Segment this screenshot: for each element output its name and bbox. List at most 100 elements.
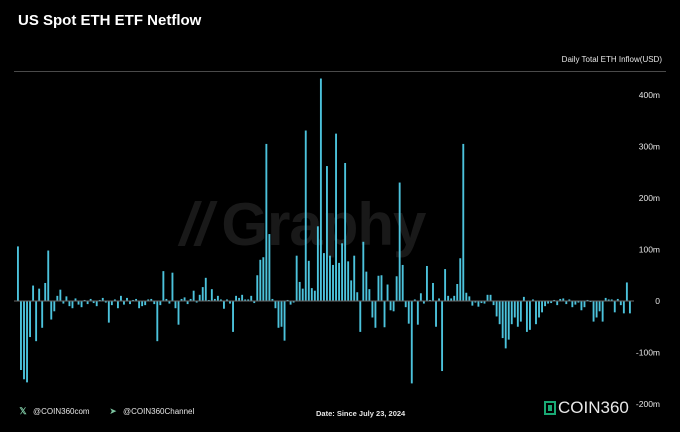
bar — [226, 299, 228, 301]
bar — [510, 301, 513, 325]
bar — [329, 255, 331, 301]
bar — [129, 301, 131, 305]
bar — [495, 301, 498, 317]
bar — [610, 299, 613, 301]
bar — [92, 301, 95, 304]
bar — [450, 298, 453, 301]
bar — [277, 301, 280, 328]
bar — [477, 301, 480, 307]
bar — [535, 301, 537, 325]
bar — [516, 301, 519, 327]
bar — [41, 301, 44, 328]
bar — [132, 299, 134, 301]
bar — [559, 298, 562, 301]
bar — [147, 299, 150, 301]
bar — [159, 301, 162, 306]
bar — [601, 301, 604, 322]
bar — [368, 289, 371, 301]
bar — [38, 288, 41, 301]
bar — [622, 301, 625, 314]
bar — [507, 301, 510, 340]
bar — [180, 298, 183, 301]
bar — [577, 301, 580, 303]
bar — [413, 299, 416, 301]
bar — [401, 264, 404, 301]
x-logo-icon: 𝕏 — [19, 406, 27, 416]
bar — [613, 301, 616, 313]
bar — [29, 301, 31, 338]
bar — [429, 299, 431, 301]
bar — [68, 301, 71, 307]
bar — [580, 301, 583, 311]
bar — [126, 297, 128, 301]
bar — [62, 301, 65, 304]
bar — [359, 301, 362, 332]
bar — [574, 301, 577, 305]
bar — [344, 162, 347, 301]
bar — [216, 295, 219, 301]
bar — [192, 290, 195, 301]
bar — [298, 281, 301, 301]
bar — [392, 301, 395, 312]
bar — [380, 275, 383, 301]
bar — [447, 295, 450, 301]
bar — [504, 301, 507, 349]
bar — [395, 276, 398, 301]
bar — [562, 298, 565, 301]
bar — [462, 143, 465, 301]
bar — [223, 301, 225, 309]
bar — [371, 301, 374, 318]
bar — [20, 301, 22, 371]
bar — [141, 301, 144, 307]
bar — [432, 282, 434, 301]
telegram-handle: @COIN360Channel — [123, 406, 195, 416]
bar — [98, 299, 101, 301]
bar — [53, 301, 56, 312]
twitter-link[interactable]: 𝕏 @COIN360com — [18, 406, 90, 416]
bar — [419, 293, 422, 301]
bar — [425, 265, 428, 301]
bar — [150, 298, 153, 301]
bar — [625, 282, 628, 301]
bar — [456, 284, 459, 301]
bar — [83, 299, 86, 301]
bar — [271, 298, 274, 301]
y-tick-label: 100m — [639, 245, 660, 255]
bar — [307, 260, 310, 301]
bar — [310, 288, 313, 302]
bar — [250, 295, 253, 301]
bar — [219, 299, 222, 301]
bar — [468, 296, 471, 301]
bar — [489, 294, 492, 301]
bar — [74, 298, 77, 301]
bar — [177, 301, 180, 325]
bar — [138, 301, 141, 309]
bar — [165, 298, 168, 301]
bar — [571, 301, 574, 308]
bar — [607, 299, 610, 301]
bar — [347, 261, 350, 301]
bar — [356, 292, 359, 301]
bar — [186, 301, 189, 305]
y-tick-label: -200m — [636, 399, 660, 409]
twitter-handle: @COIN360com — [33, 406, 90, 416]
bar — [389, 301, 392, 311]
bar — [595, 301, 598, 318]
bar — [583, 301, 586, 308]
y-tick-label: 300m — [639, 142, 660, 152]
bar — [95, 301, 98, 307]
telegram-link[interactable]: ➤ @COIN360Channel — [108, 406, 194, 416]
bar — [544, 301, 547, 307]
bar — [89, 298, 92, 301]
series-label: Daily Total ETH Inflow(USD) — [561, 55, 662, 64]
bar — [107, 301, 110, 323]
chart-title: US Spot ETH ETF Netflow — [18, 12, 202, 29]
bar — [374, 301, 377, 328]
bar — [183, 297, 186, 301]
bar — [335, 133, 337, 302]
bar — [116, 301, 119, 309]
bar — [113, 299, 116, 301]
bar — [289, 301, 292, 305]
bar — [232, 301, 234, 332]
